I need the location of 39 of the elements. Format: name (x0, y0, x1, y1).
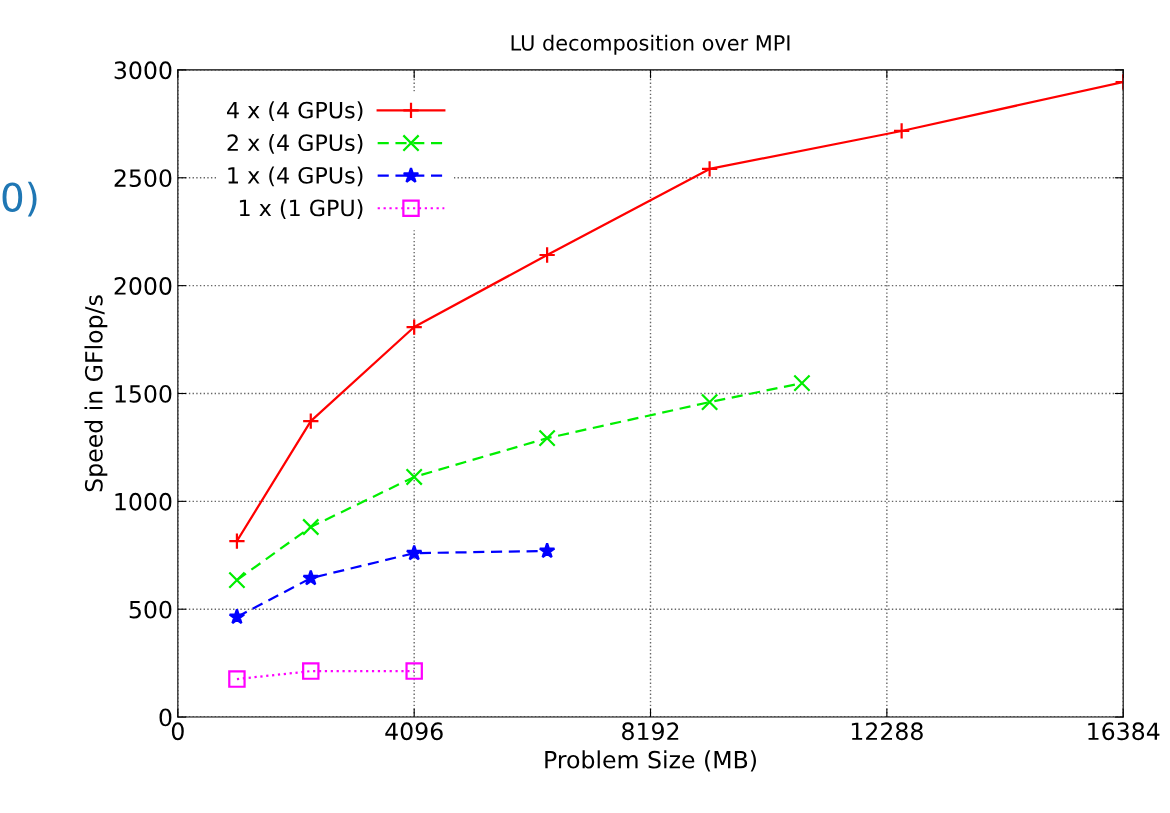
point (538, 246, 556, 264)
point (302, 662, 320, 680)
x-tick-label: 0 (171, 722, 184, 741)
point (538, 429, 556, 447)
point (302, 569, 320, 586)
x-tick-label: 16384 (1088, 722, 1160, 741)
x-tick-label: 4096 (385, 722, 443, 741)
point (405, 318, 423, 336)
point (302, 412, 320, 430)
x-axis-title: Problem Size (MB) (545, 750, 756, 772)
point (228, 608, 246, 625)
x-tick-label: 8192 (622, 722, 679, 741)
point (302, 518, 320, 536)
point (892, 122, 911, 140)
y-tick-label: 0 (159, 708, 172, 727)
y-tick-label: 3000 (114, 61, 172, 80)
y-tick-label: 2000 (114, 277, 172, 295)
point (228, 532, 246, 550)
legend-label: 2 x (4 GPUs) (227, 133, 363, 154)
point (228, 571, 246, 589)
point (538, 542, 556, 559)
y-tick-label: 1000 (115, 492, 172, 511)
point (228, 670, 246, 688)
y-tick-label: 2500 (114, 169, 172, 188)
point (700, 160, 719, 178)
x-tick-label: 12288 (851, 722, 923, 741)
y-axis-title: Speed in GFlop/s (84, 295, 108, 492)
point (405, 544, 423, 561)
chart-title: LU decomposition over MPI (511, 34, 790, 55)
text: 0) (2, 181, 37, 217)
y-tick-label: 500 (129, 600, 172, 619)
legend-label: 1 x (1 GPU) (239, 199, 363, 219)
point (700, 393, 719, 411)
y-tick-label: 1500 (115, 384, 172, 403)
point (405, 662, 423, 680)
legend-label: 4 x (4 GPUs) (227, 101, 363, 122)
point (405, 468, 423, 486)
legend-label: 1 x (4 GPUs) (228, 166, 363, 187)
point (793, 374, 811, 392)
